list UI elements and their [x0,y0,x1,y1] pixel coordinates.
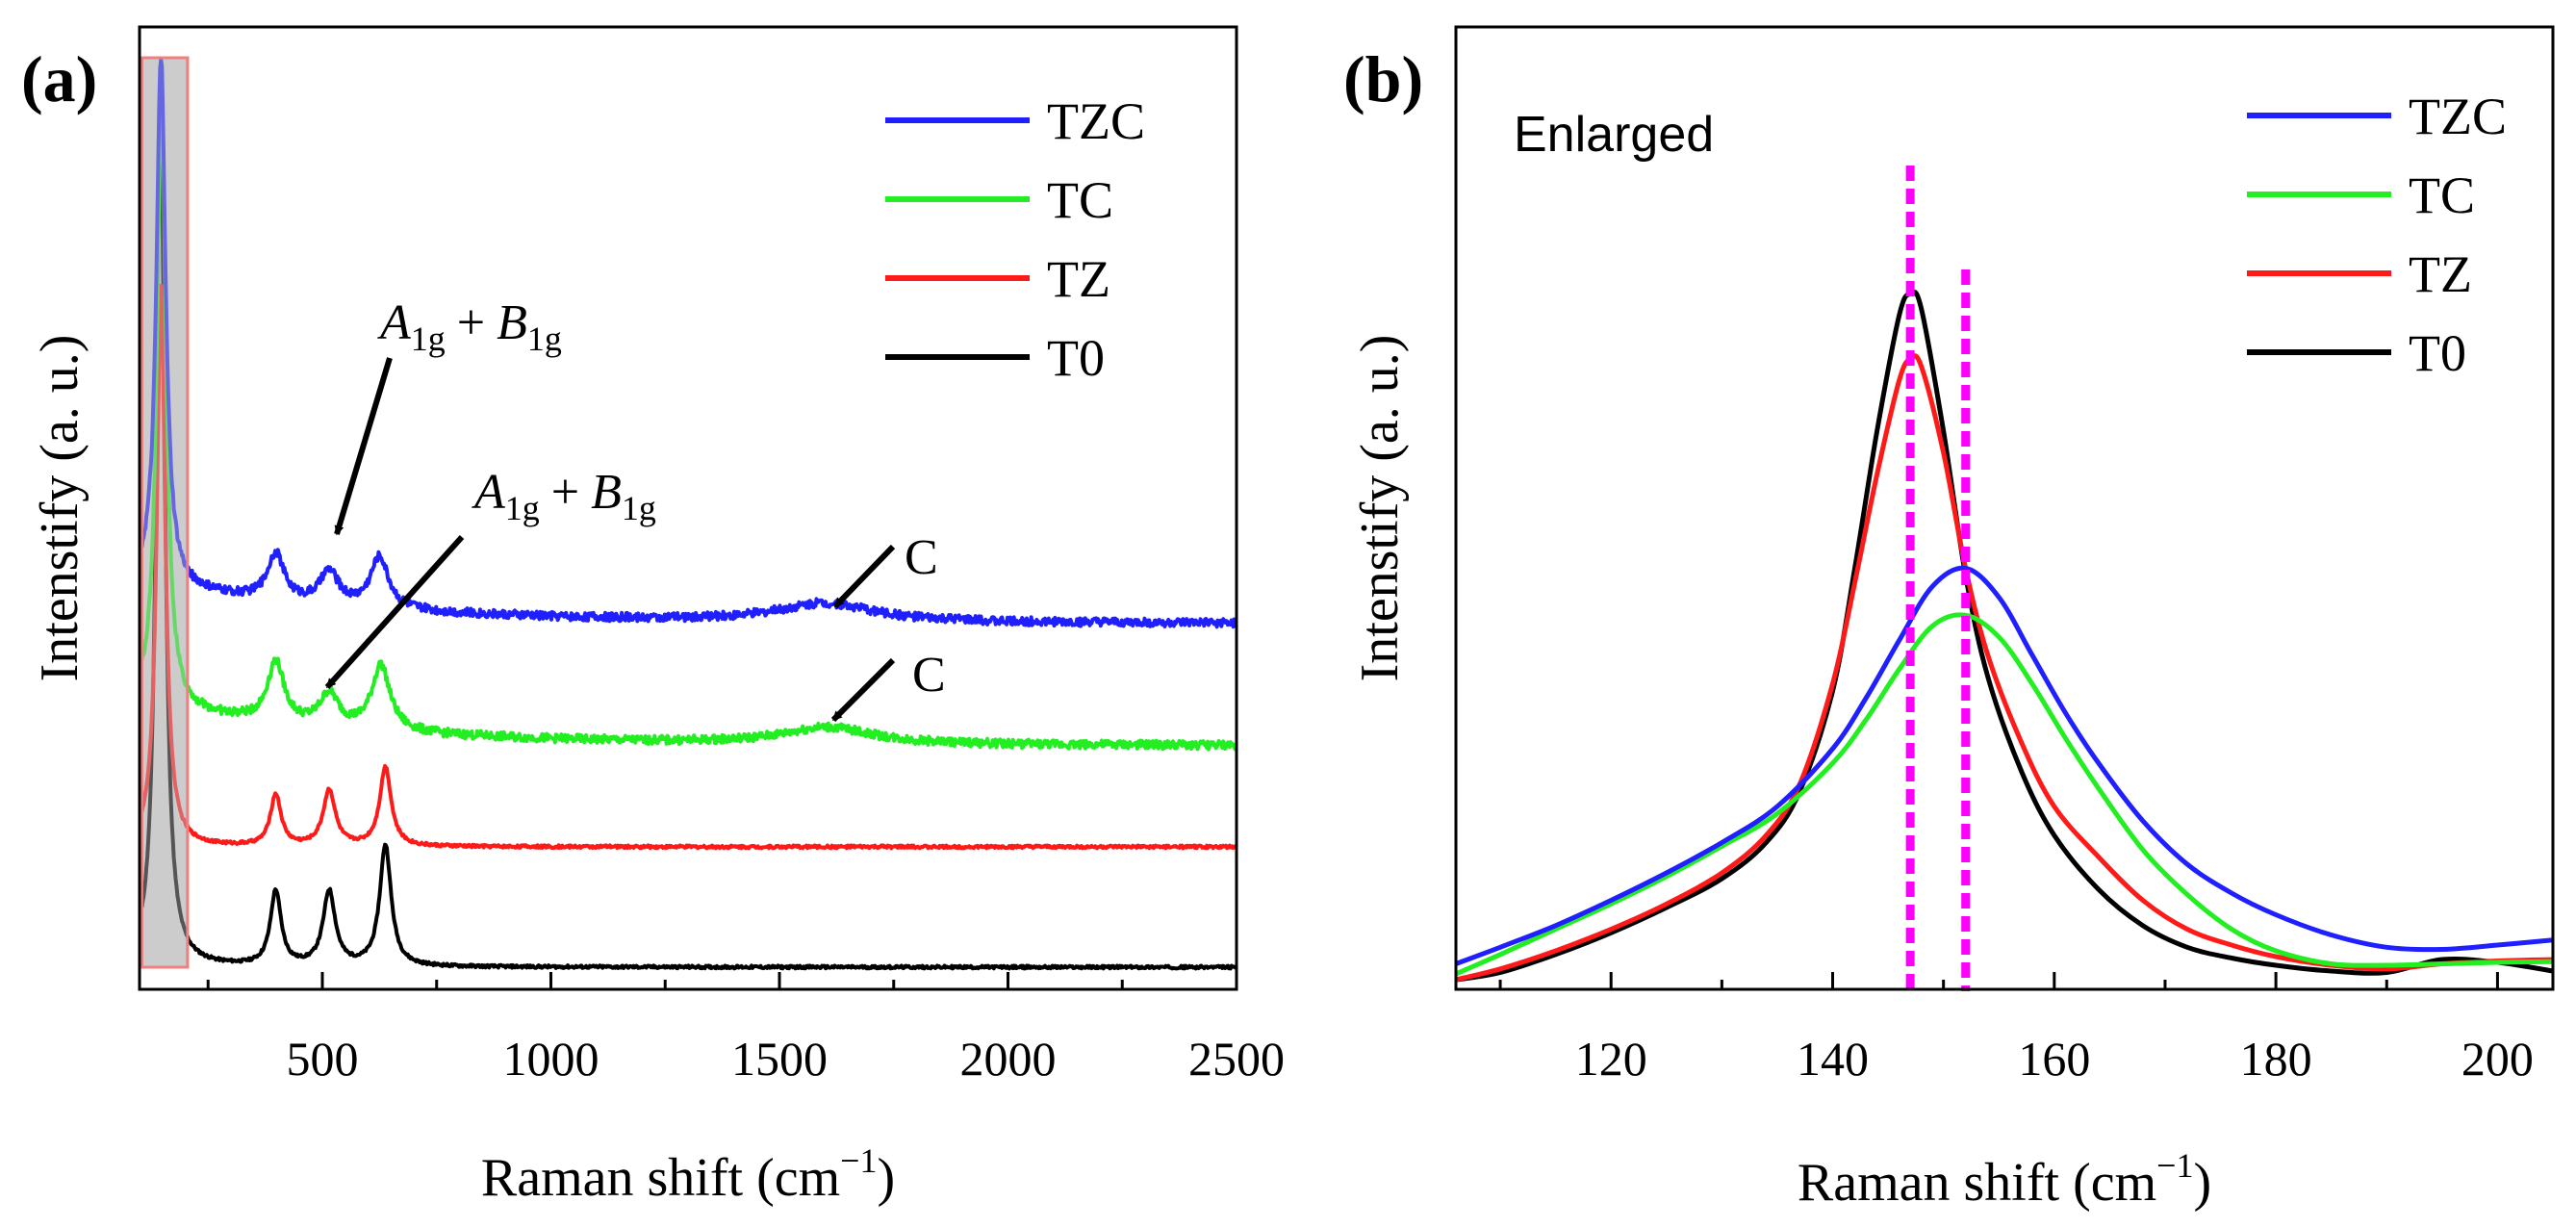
x-tick-label: 200 [2461,1032,2534,1086]
x-tick-label: 1500 [731,1032,828,1086]
annotation-arrow [832,544,896,609]
annotation-c-lower: C [912,648,946,703]
highlight-overlay [140,56,190,969]
legend-label-t0: T0 [2409,324,2466,382]
x-axis-title: Raman shift (cm−1) [1798,1146,2211,1213]
legend-label-t0: T0 [1047,329,1105,387]
x-axis: 500 1000 1500 2000 2500 [206,972,1285,1086]
x-axis: 120 140 160 180 200 [1498,972,2534,1086]
annotation-arrow [334,357,393,536]
annotations: A1g + B1g A1g + B1g C C [324,295,946,723]
annotation-arrow [830,657,896,723]
x-tick-label: 500 [287,1032,359,1086]
x-axis-title: Raman shift (cm−1) [481,1141,895,1208]
chart-title: Enlarged [1514,107,1714,163]
annotation-a1g-b1g-lower: A1g + B1g [472,465,656,527]
panel-label: (b) [1343,42,1423,115]
panel-a: 500 1000 1500 2000 2500 (a) Intenstify (a. u… [21,25,1285,1208]
x-tick-label: 180 [2240,1032,2312,1086]
series-tz [140,283,1237,851]
legend: TZC TC TZ T0 [885,92,1145,387]
panel-b: 120 140 160 180 200 (b) Enlarged Intenstify … [1343,25,2555,1213]
series-lines [140,56,1238,971]
series-tc [140,91,1238,752]
legend-label-tz: TZ [2409,245,2472,303]
legend-label-tc: TC [2409,166,2475,224]
y-axis-title: Intenstify (a. u.) [30,335,89,682]
y-axis-title: Intenstify (a. u.) [1350,335,1410,682]
legend: TZC TC TZ T0 [2247,88,2507,382]
series-t0 [1455,290,2554,983]
legend-label-tz: TZ [1047,250,1110,308]
series-tz [1455,353,2554,983]
x-tick-label: 1000 [503,1032,599,1086]
legend-label-tc: TC [1047,171,1113,229]
panel-label: (a) [21,42,97,115]
series-t0 [140,93,1237,971]
reference-lines [1905,166,1971,991]
series-tzc [1455,565,2554,966]
plot-frame [1454,25,2555,991]
annotation-c-upper: C [905,530,938,585]
legend-label-tzc: TZC [1047,92,1145,150]
x-tick-label: 2500 [1188,1032,1285,1086]
series-lines [1454,290,2554,983]
x-tick-label: 120 [1575,1032,1647,1086]
legend-label-tzc: TZC [2409,88,2507,145]
x-tick-label: 140 [1797,1032,1869,1086]
annotation-a1g-b1g-upper: A1g + B1g [377,295,562,358]
x-tick-label: 160 [2018,1032,2090,1086]
annotation-arrow [324,534,465,690]
series-tzc [140,58,1238,629]
series-tc [1454,612,2554,977]
plot-frame [138,25,1238,991]
x-tick-label: 2000 [960,1032,1057,1086]
